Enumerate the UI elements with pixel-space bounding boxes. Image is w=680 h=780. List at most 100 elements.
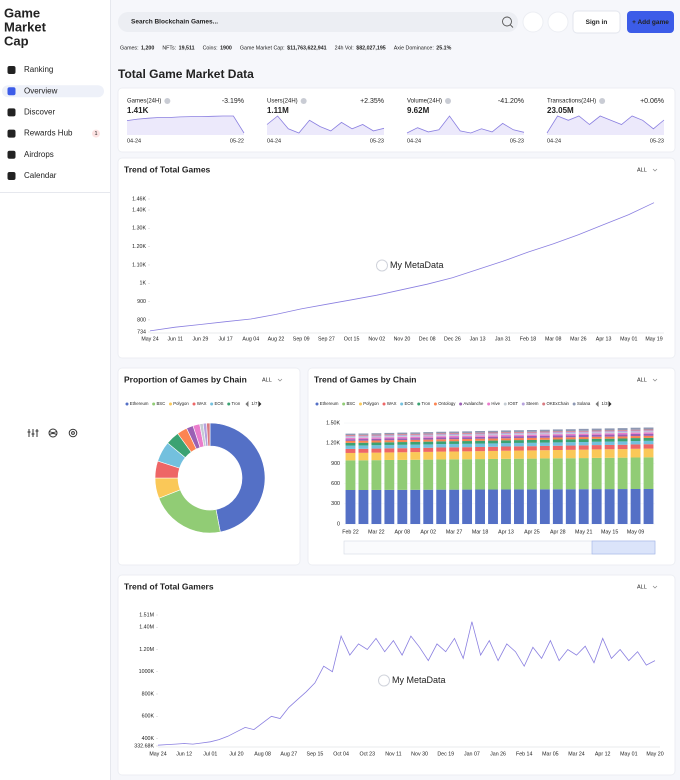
bar-segment: [358, 436, 369, 438]
bar-segment: [526, 439, 537, 443]
range-select[interactable]: ALL: [637, 377, 647, 383]
pager-prev[interactable]: [245, 401, 249, 407]
language-toggle[interactable]: [547, 11, 569, 33]
bar-segment: [539, 429, 550, 432]
bar-segment: [501, 432, 511, 433]
legend-label[interactable]: Tron: [422, 401, 431, 406]
legend-label[interactable]: WAX: [197, 401, 207, 406]
zoom-window[interactable]: [591, 540, 656, 555]
nav-active-bg: [2, 85, 104, 98]
logo-text: Game: [4, 5, 40, 20]
pager-next[interactable]: [608, 401, 612, 407]
add-game-text[interactable]: + Add game: [632, 19, 669, 26]
bar-segment: [514, 434, 524, 437]
bar-segment: [578, 439, 589, 442]
legend-label[interactable]: EOS: [404, 401, 413, 406]
range-select[interactable]: ALL: [262, 377, 272, 383]
bar-segment: [501, 430, 511, 433]
bar-segment: [345, 439, 356, 441]
nav-label[interactable]: Overview: [24, 86, 58, 95]
bar-segment: [526, 489, 537, 524]
sidebar-tools[interactable]: [27, 428, 78, 438]
sign-in-button[interactable]: [572, 10, 621, 34]
bar-segment: [539, 433, 550, 435]
bar-segment: [501, 434, 511, 437]
y-tick-label: 1.46K: [132, 196, 146, 202]
info-icon[interactable]: [599, 98, 606, 104]
bar-segment: [643, 435, 654, 438]
x-tick-label: Mar 22: [368, 529, 385, 535]
nav-label[interactable]: Ranking: [24, 65, 53, 74]
x-tick-label: Nov 02: [368, 336, 385, 342]
legend-label[interactable]: Avalanche: [463, 401, 484, 406]
legend-label[interactable]: BSC: [156, 401, 165, 406]
legend-label[interactable]: WAX: [387, 401, 397, 406]
nav-label[interactable]: Calendar: [24, 171, 57, 180]
nav-icon: [7, 87, 16, 96]
bar-segment: [617, 428, 628, 431]
legend-label[interactable]: IOST: [508, 401, 518, 406]
bar-segment: [410, 444, 421, 448]
legend-label[interactable]: OKExChain: [546, 401, 569, 406]
bar-segment: [423, 439, 434, 442]
info-icon[interactable]: [300, 98, 307, 104]
pie-slice: [209, 422, 266, 533]
bar-segment: [630, 448, 641, 458]
bar-segment: [397, 435, 408, 437]
bar-segment: [436, 451, 447, 460]
settings-icon[interactable]: [27, 429, 39, 437]
pager-next[interactable]: [258, 401, 262, 407]
bar-segment: [397, 448, 408, 453]
add-game-button[interactable]: [627, 11, 674, 33]
bar-segment: [488, 446, 498, 451]
bar-segment: [526, 437, 537, 440]
x-tick-label: Mar 27: [446, 529, 463, 535]
bar-segment: [475, 434, 485, 436]
bar-segment: [345, 433, 356, 435]
theme-toggle[interactable]: [522, 11, 544, 33]
pager-prev[interactable]: [595, 401, 599, 407]
nav-label[interactable]: Rewards Hub: [24, 129, 73, 138]
range-chevron: [652, 168, 658, 172]
search-box[interactable]: [118, 12, 518, 32]
legend-label[interactable]: Polygon: [173, 401, 189, 406]
bar-segment: [565, 437, 576, 440]
stat-value: 25.1%: [436, 45, 451, 51]
bar-segment: [462, 459, 473, 490]
gear-icon[interactable]: [68, 428, 78, 438]
bar-segment: [604, 433, 615, 435]
kpi-value: 1.41K: [127, 106, 149, 115]
search-placeholder[interactable]: Search Blockchain Games...: [131, 19, 218, 26]
legend-label[interactable]: Ethereum: [130, 401, 149, 406]
chart-card: [117, 367, 301, 566]
bar-segment: [410, 439, 421, 442]
nav-label[interactable]: Discover: [24, 108, 55, 117]
x-tick-label: Nov 30: [411, 751, 428, 757]
bar-segment: [462, 437, 473, 440]
search-icon[interactable]: [502, 16, 512, 27]
legend-label[interactable]: Steem: [526, 401, 539, 406]
sign-in-text[interactable]: Sign in: [586, 19, 608, 26]
legend-label[interactable]: BSC: [346, 401, 355, 406]
y-tick-label: 1.51M: [139, 612, 154, 618]
legend-label[interactable]: Solana: [577, 401, 591, 406]
globe-icon[interactable]: [48, 428, 58, 438]
legend-label[interactable]: EOS: [214, 401, 223, 406]
nav-label[interactable]: Airdrops: [24, 150, 54, 159]
legend-swatch: [459, 402, 463, 406]
bar-segment: [591, 436, 602, 439]
info-icon[interactable]: [445, 98, 452, 104]
legend-label[interactable]: Polygon: [363, 401, 379, 406]
bar-segment: [643, 448, 654, 458]
legend-label[interactable]: Ontology: [438, 401, 456, 406]
legend-label[interactable]: Ethereum: [320, 401, 339, 406]
info-icon[interactable]: [164, 98, 171, 104]
range-select[interactable]: ALL: [637, 167, 647, 173]
legend-label[interactable]: Hive: [491, 401, 500, 406]
x-tick-label: Jun 12: [176, 751, 192, 757]
bar-segment: [526, 434, 537, 436]
x-tick-label: Jan 31: [495, 336, 511, 342]
data-line: [149, 202, 655, 332]
legend-label[interactable]: Tron: [232, 401, 241, 406]
range-select[interactable]: ALL: [637, 584, 647, 590]
